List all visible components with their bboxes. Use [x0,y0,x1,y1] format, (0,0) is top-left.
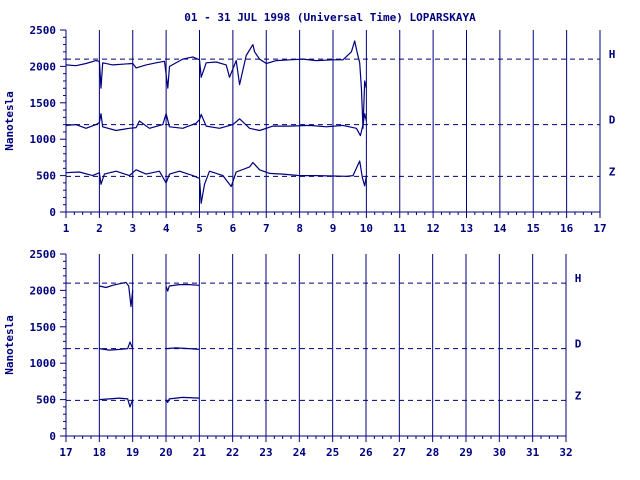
y-tick-label: 500 [36,170,56,183]
x-tick-label: 7 [263,222,270,235]
x-tick-label: 14 [493,222,507,235]
component-label-d: D [609,114,616,127]
x-tick-label: 21 [193,446,207,459]
y-tick-label: 1500 [30,321,57,334]
x-tick-label: 29 [459,446,472,459]
x-tick-label: 1 [63,222,70,235]
y-tick-label: 500 [36,394,56,407]
x-tick-label: 26 [359,446,373,459]
trace-d [65,113,367,137]
x-tick-label: 9 [330,222,337,235]
x-tick-label: 12 [427,222,440,235]
x-tick-label: 30 [493,446,506,459]
x-tick-label: 6 [230,222,237,235]
component-label-d: D [575,338,582,351]
x-tick-label: 15 [527,222,540,235]
y-tick-label: 2000 [30,284,57,297]
y-axis-label: Nanotesla [3,91,16,151]
x-tick-label: 20 [159,446,172,459]
x-tick-label: 27 [393,446,406,459]
x-tick-label: 13 [460,222,473,235]
x-tick-label: 22 [226,446,239,459]
x-tick-label: 10 [360,222,373,235]
component-label-h: H [575,272,582,285]
x-tick-label: 17 [593,222,606,235]
x-tick-label: 8 [296,222,303,235]
y-tick-label: 2500 [30,24,57,37]
x-tick-label: 31 [526,446,540,459]
x-tick-label: 5 [196,222,203,235]
y-tick-label: 1500 [30,97,57,110]
component-label-z: Z [575,389,582,402]
y-axis-label: Nanotesla [3,315,16,375]
trace-h [65,40,367,129]
x-tick-label: 23 [259,446,272,459]
x-tick-label: 32 [559,446,572,459]
x-tick-label: 2 [96,222,103,235]
y-tick-label: 0 [49,430,56,443]
x-tick-label: 28 [426,446,439,459]
x-tick-label: 17 [59,446,72,459]
y-tick-label: 2000 [30,60,57,73]
x-tick-label: 19 [126,446,139,459]
x-tick-label: 24 [293,446,307,459]
x-tick-label: 4 [163,222,170,235]
trace-z [65,160,367,204]
trace-h [165,284,200,292]
trace-z [99,397,134,408]
y-tick-label: 2500 [30,248,57,261]
trace-h [99,281,134,307]
component-label-h: H [609,48,616,61]
x-tick-label: 11 [393,222,407,235]
trace-d [165,347,200,350]
x-tick-label: 25 [326,446,339,459]
y-tick-label: 1000 [30,357,57,370]
chart-title: 01 - 31 JUL 1998 (Universal Time) LOPARS… [184,11,476,24]
component-label-z: Z [609,165,616,178]
x-tick-label: 18 [93,446,106,459]
x-tick-label: 3 [129,222,136,235]
y-tick-label: 0 [49,206,56,219]
trace-z [165,396,200,404]
trace-d [99,341,134,351]
y-tick-label: 1000 [30,133,57,146]
bottom-panel: 0 500 1000 1500 2000 2500 17 18 19 20 21 22 23 24 25 26… [3,248,582,459]
x-tick-label: 16 [560,222,574,235]
